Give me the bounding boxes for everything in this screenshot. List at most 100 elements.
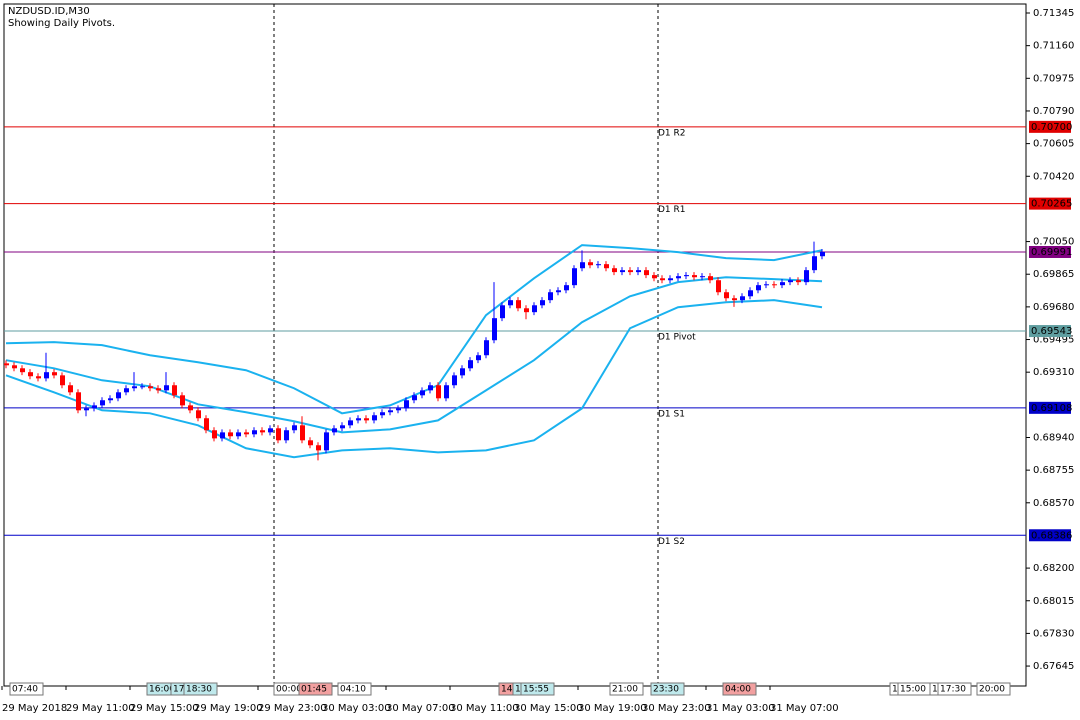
candle-body [124, 388, 129, 393]
candle-body [268, 428, 273, 433]
plot-frame [3, 3, 1027, 687]
event-label: 16:00 [149, 685, 175, 695]
y-tick-label: 0.68200 [1033, 563, 1074, 574]
y-tick-label: 0.69680 [1033, 302, 1074, 313]
event-label: 07:40 [12, 685, 38, 695]
candle-body [212, 430, 217, 439]
candle-body [644, 270, 649, 276]
pivot-line-name: D1 Pivot [658, 333, 696, 343]
event-box [337, 682, 372, 696]
event-label: 21:00 [612, 685, 638, 695]
candle-body [380, 412, 385, 416]
x-tick-label: 29 May 19:00 [194, 703, 263, 714]
y-tick-label: 0.70420 [1033, 171, 1074, 182]
event-label: 15:00 [900, 685, 926, 695]
candle-body [332, 428, 337, 433]
candle-body [172, 385, 177, 396]
candle-body [660, 278, 665, 281]
y-tick-label: 0.69865 [1033, 269, 1074, 280]
x-tick-label: 29 May 11:00 [66, 703, 135, 714]
event-label: 17:30 [940, 685, 966, 695]
pivot-line-price-label: 0.70700 [1031, 122, 1072, 133]
candle-body [812, 256, 817, 271]
candle-body [772, 284, 777, 286]
x-tick-label: 30 May 19:00 [578, 703, 647, 714]
candle-body [652, 275, 657, 279]
y-tick-label: 0.67830 [1033, 628, 1074, 639]
candle-body [732, 298, 737, 301]
candle-body [548, 292, 553, 301]
candle-body [684, 275, 689, 277]
candle-body [428, 385, 433, 391]
x-tick-label: 29 May 15:00 [130, 703, 199, 714]
candle-body [84, 408, 89, 411]
candle-body [556, 290, 561, 293]
pivot-line-price-label: 0.70265 [1031, 199, 1072, 210]
event-label: 1 [932, 685, 938, 695]
candle-body [308, 440, 313, 446]
candle-body [780, 282, 785, 286]
x-tick-label: 30 May 03:00 [322, 703, 391, 714]
event-label: 1 [515, 685, 521, 695]
price-line-price-box [1029, 245, 1071, 258]
x-tick-label: 30 May 15:00 [514, 703, 583, 714]
pivot-line-price-label: 0.69543 [1031, 326, 1072, 337]
candle-body [188, 405, 193, 411]
pivot-line-price-box [1029, 197, 1071, 210]
candle-body [540, 300, 545, 306]
candle-body [388, 410, 393, 413]
y-tick-label: 0.71345 [1033, 8, 1074, 19]
candle-body [764, 284, 769, 286]
candle-body [788, 280, 793, 283]
chart-subtitle: Showing Daily Pivots. [8, 18, 115, 29]
candle-body [180, 395, 185, 406]
event-label: 23:30 [653, 685, 679, 695]
candle-body [324, 432, 329, 451]
y-tick-label: 0.68015 [1033, 596, 1074, 607]
candle-body [228, 432, 233, 437]
candle-body [796, 280, 801, 283]
event-label: 18:30 [186, 685, 212, 695]
x-tick-label: 29 May 2018 [2, 703, 67, 714]
candle-body [132, 386, 137, 389]
candle-body [148, 386, 153, 389]
candle-body [340, 425, 345, 429]
candle-body [372, 415, 377, 421]
candle-body [28, 372, 33, 377]
candle-body [4, 363, 9, 366]
candle-body [244, 432, 249, 435]
candle-body [292, 425, 297, 431]
event-box [609, 682, 644, 696]
x-tick-label: 31 May 07:00 [770, 703, 839, 714]
candle-body [444, 385, 449, 399]
candle-body [676, 276, 681, 279]
candle-body [724, 292, 729, 299]
candle-body [404, 400, 409, 409]
candle-body [44, 372, 49, 379]
x-tick-label: 30 May 23:00 [642, 703, 711, 714]
candle-body [700, 276, 705, 278]
chart-title: NZDUSD.ID,M30 [8, 6, 90, 17]
candle-body [452, 375, 457, 386]
candle-body [476, 355, 481, 361]
candle-body [460, 368, 465, 376]
candle-body [92, 405, 97, 409]
candle-body [636, 270, 641, 273]
candle-body [708, 276, 713, 281]
y-tick-label: 0.71160 [1033, 41, 1074, 52]
candle-body [108, 398, 113, 401]
candle-body [564, 285, 569, 291]
y-tick-label: 0.68755 [1033, 465, 1074, 476]
pivot-line-name: D1 R2 [658, 128, 686, 138]
x-tick-label: 30 May 11:00 [450, 703, 519, 714]
candle-body [164, 385, 169, 391]
candle-body [284, 430, 289, 441]
candle-body [348, 420, 353, 426]
event-box [520, 682, 555, 696]
y-tick-label: 0.70790 [1033, 106, 1074, 117]
event-label: 04:10 [340, 685, 366, 695]
candle-body [156, 388, 161, 391]
x-tick-label: 29 May 23:00 [258, 703, 327, 714]
candle-body [76, 392, 81, 411]
